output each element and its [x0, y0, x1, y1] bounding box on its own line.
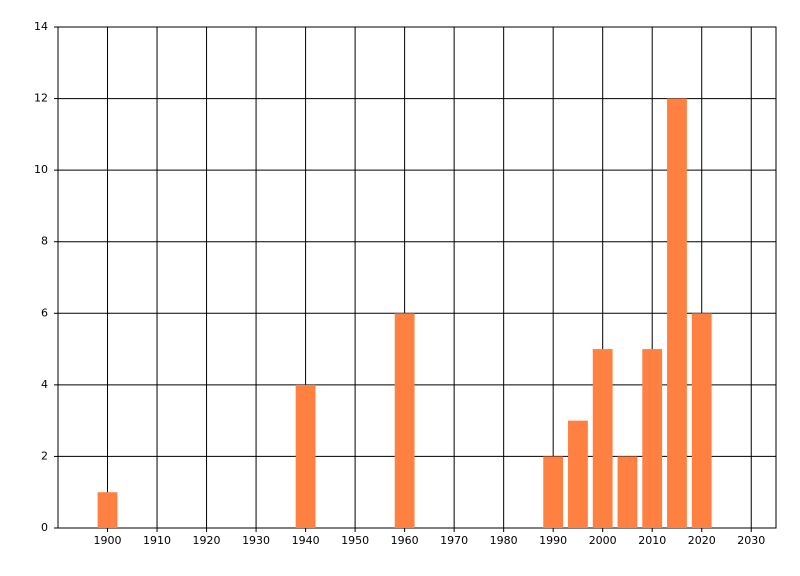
y-tick-label: 4 [41, 378, 48, 391]
x-tick-label: 1970 [440, 534, 468, 547]
bar [97, 492, 118, 528]
x-tick-label: 1940 [292, 534, 320, 547]
x-tick-label: 1900 [94, 534, 122, 547]
x-tick-label: 2030 [737, 534, 765, 547]
bar [592, 349, 613, 528]
x-tick-label: 2020 [688, 534, 716, 547]
x-tick-label: 1980 [490, 534, 518, 547]
y-tick-label: 12 [34, 92, 48, 105]
y-tick-label: 10 [34, 163, 48, 176]
bar [642, 349, 663, 528]
bar [691, 313, 712, 528]
y-tick-label: 2 [41, 449, 48, 462]
bar [295, 384, 316, 528]
x-tick-label: 1910 [143, 534, 171, 547]
bar [667, 98, 687, 529]
y-tick-label: 14 [34, 20, 48, 33]
y-tick-label: 6 [41, 306, 48, 319]
bar [394, 313, 415, 528]
x-tick-label: 2000 [589, 534, 617, 547]
x-tick-label: 1960 [391, 534, 419, 547]
x-tick-label: 1930 [242, 534, 270, 547]
x-tick-label: 1920 [193, 534, 221, 547]
y-tick-label: 0 [41, 521, 48, 534]
bar [543, 456, 564, 528]
x-tick-label: 1950 [341, 534, 369, 547]
bar [617, 456, 638, 528]
y-tick-label: 8 [41, 235, 48, 248]
x-tick-label: 2010 [638, 534, 666, 547]
x-tick-label: 1990 [539, 534, 567, 547]
bar [568, 420, 588, 528]
